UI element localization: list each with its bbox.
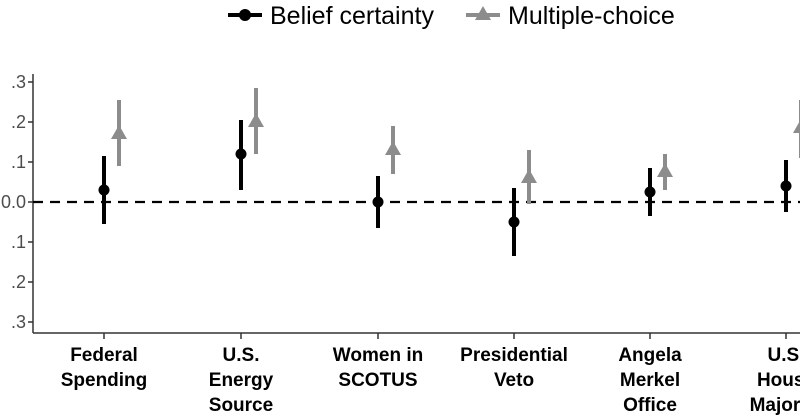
- legend-label-belief-certainty: Belief certainty: [270, 2, 434, 30]
- data-point: [780, 180, 792, 192]
- legend-item-multiple-choice: Multiple-choice: [466, 2, 675, 30]
- y-tick-label: .3: [11, 72, 26, 92]
- y-axis: .3 .2 .1 0.0 .1 .2 .3: [1, 72, 800, 339]
- y-tick-label: .2: [11, 112, 26, 132]
- data-marks: [98, 88, 800, 256]
- y-tick-label: .1: [11, 152, 26, 172]
- data-point: [793, 120, 800, 133]
- data-point: [235, 148, 247, 160]
- x-category-label: U.S.HouseMajority: [750, 345, 800, 416]
- legend-item-belief-certainty: Belief certainty: [228, 2, 434, 30]
- x-category-label: Women in SCOTUS: [333, 345, 423, 391]
- x-axis-labels: Federal Spending U.S. Energy Source Women in S…: [61, 345, 800, 416]
- data-point: [521, 169, 537, 183]
- x-category-label: Presidential Veto: [460, 345, 568, 391]
- legend-marker-multiple-choice: [475, 6, 491, 20]
- data-point: [372, 196, 384, 208]
- data-point: [385, 141, 401, 155]
- data-point: [248, 113, 264, 127]
- data-point: [98, 184, 110, 196]
- data-point: [508, 216, 520, 228]
- data-point: [657, 163, 673, 177]
- y-tick-label: 0.0: [1, 192, 26, 212]
- x-category-label: Federal Spending: [61, 345, 148, 391]
- x-category-label: Angela Merkel Office: [618, 345, 682, 416]
- data-point: [111, 125, 127, 139]
- y-tick-label: .3: [11, 312, 26, 332]
- legend-marker-belief-certainty: [239, 9, 251, 21]
- legend: Belief certainty Multiple-choice: [228, 2, 675, 30]
- x-category-label: U.S. Energy Source: [209, 345, 274, 416]
- y-tick-label: .2: [11, 272, 26, 292]
- series-multiple-choice: [111, 88, 800, 204]
- series-belief-certainty: [98, 120, 792, 256]
- data-point: [644, 186, 656, 198]
- y-tick-label: .1: [11, 232, 26, 252]
- legend-label-multiple-choice: Multiple-choice: [508, 2, 675, 30]
